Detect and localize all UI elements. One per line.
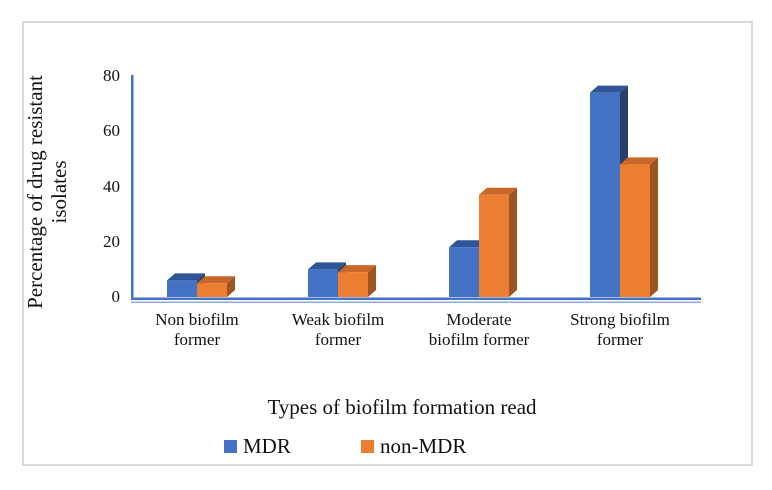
bar-non-mdr-g1-side [368, 265, 376, 297]
y-axis-title: Percentage of drug resistant isolates [23, 75, 71, 309]
y-tick-label: 40 [103, 176, 120, 196]
legend-swatch-non-mdr-icon [361, 440, 374, 453]
bar-mdr-g1-front [308, 269, 338, 297]
bar-mdr-g2-top [449, 240, 487, 248]
y-tick-label: 0 [111, 287, 121, 306]
x-category-label: Moderate biofilm former [428, 310, 530, 349]
x-category-label: Non biofilm former [155, 310, 239, 349]
x-category-label: Weak biofilm former [291, 310, 385, 349]
legend-label: MDR [243, 434, 291, 458]
bar-mdr-g3-front [590, 92, 620, 297]
bar-non-mdr-g0-side [227, 276, 235, 297]
bar-non-mdr-g2-front [479, 194, 509, 297]
y-tick-label: 60 [103, 121, 120, 141]
bar-non-mdr-g2-top [479, 187, 517, 195]
bar-non-mdr-g1-front [338, 272, 368, 297]
bar-non-mdr-g1-top [338, 265, 376, 273]
bar-non-mdr-g0-top [197, 276, 235, 284]
y-tick-label: 20 [103, 231, 120, 251]
bar-non-mdr-g2-side [509, 187, 517, 297]
x-axis-line [131, 297, 701, 300]
x-axis-title: Types of biofilm formation read [267, 395, 537, 419]
x-axis-floor-line [131, 301, 701, 303]
bar-non-mdr-g3-top [620, 157, 658, 165]
x-category-label: Strong biofilm former [570, 310, 670, 349]
legend-swatch-mdr-icon [224, 440, 237, 453]
y-tick-label: 80 [103, 66, 120, 85]
bar-mdr-g1-top [308, 262, 346, 270]
bar-non-mdr-g3-side [650, 157, 658, 297]
bar-mdr-g3-top [590, 85, 628, 93]
legend-label: non-MDR [380, 434, 467, 458]
bar-mdr-g0-top [167, 273, 205, 281]
bar-non-mdr-g0-front [197, 283, 227, 297]
bar-mdr-g2-front [449, 247, 479, 297]
y-axis-line [131, 75, 134, 300]
bar-mdr-g0-front [167, 280, 197, 297]
bar-non-mdr-g3-front [620, 164, 650, 297]
